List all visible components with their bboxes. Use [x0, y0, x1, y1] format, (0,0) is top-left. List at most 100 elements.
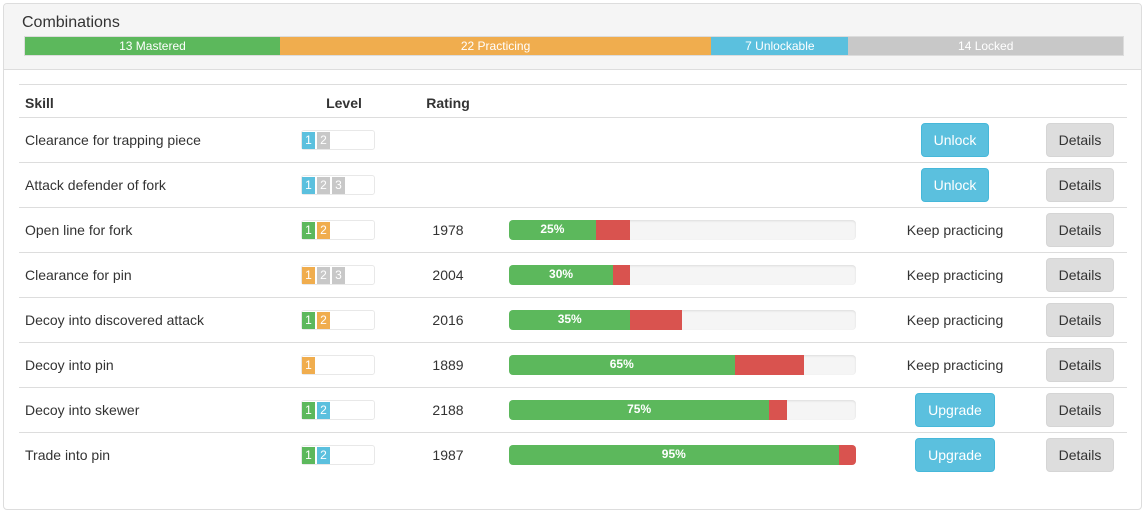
- action-cell: Keep practicing: [877, 297, 1033, 343]
- skill-progress-bar: 30%: [509, 265, 856, 285]
- details-cell: Details: [1033, 117, 1127, 163]
- progress-mastered-fill: 65%: [509, 355, 735, 375]
- details-button[interactable]: Details: [1045, 123, 1115, 157]
- details-cell: Details: [1033, 433, 1127, 478]
- table-header-row: Skill Level Rating: [19, 84, 1127, 118]
- level-badge: 2: [317, 176, 330, 194]
- header-progress: [503, 84, 877, 118]
- details-button[interactable]: Details: [1045, 393, 1115, 427]
- details-cell: Details: [1033, 207, 1127, 253]
- upgrade-button[interactable]: Upgrade: [915, 438, 995, 473]
- header-skill: Skill: [19, 84, 295, 118]
- level-badge: 1: [302, 446, 315, 464]
- progress-failed-fill: [595, 220, 631, 240]
- progress-mastered-fill: 25%: [509, 220, 596, 240]
- skill-progress-bar: 35%: [509, 310, 856, 330]
- progress-failed-fill: [613, 265, 631, 285]
- level-badge: 2: [317, 266, 330, 284]
- unlock-button[interactable]: Unlock: [920, 168, 990, 202]
- progress-cell: [503, 117, 877, 163]
- header-action: [877, 84, 1033, 118]
- table-row: Decoy into skewer 1 2 2188 75% Upgrade Details: [19, 387, 1127, 433]
- level-badge: 1: [302, 176, 315, 194]
- action-cell: Keep practicing: [877, 342, 1033, 388]
- unlock-button[interactable]: Unlock: [920, 123, 990, 157]
- progress-cell: 30%: [503, 252, 877, 298]
- skill-name: Trade into pin: [25, 447, 111, 464]
- details-cell: Details: [1033, 342, 1127, 388]
- progress-cell: 65%: [503, 342, 877, 388]
- progress-mastered-fill: 30%: [509, 265, 614, 285]
- details-button[interactable]: Details: [1045, 258, 1115, 292]
- details-button[interactable]: Details: [1045, 438, 1115, 473]
- table-row: Open line for fork 1 2 1978 25% Keep practici…: [19, 207, 1127, 253]
- status-text: Keep practicing: [906, 222, 1004, 238]
- progress-cell: 75%: [503, 387, 877, 433]
- skill-progress-bar: 75%: [509, 400, 856, 420]
- details-button[interactable]: Details: [1045, 168, 1115, 202]
- details-cell: Details: [1033, 387, 1127, 433]
- progress-mastered-fill: 35%: [509, 310, 631, 330]
- level-badge: 1: [302, 356, 315, 374]
- level-badge: 2: [317, 446, 330, 464]
- status-text: Keep practicing: [906, 267, 1004, 283]
- table-row: Attack defender of fork 1 2 3 Unlock Details: [19, 162, 1127, 208]
- level-badge: 2: [317, 221, 330, 239]
- level-badge: 1: [302, 266, 315, 284]
- rating-value: [393, 162, 503, 208]
- action-cell: Upgrade: [877, 387, 1033, 433]
- status-text: Keep practicing: [906, 357, 1004, 373]
- skill-name: Clearance for pin: [19, 252, 295, 298]
- details-cell: Details: [1033, 252, 1127, 298]
- level-indicator: 1: [301, 355, 375, 375]
- skills-table: Skill Level Rating Clearance for trappin…: [19, 84, 1127, 478]
- rating-value: 2016: [393, 297, 503, 343]
- header-level: Level: [295, 84, 393, 118]
- table-row: Clearance for pin 1 2 3 2004 30% Keep practici…: [19, 252, 1127, 298]
- action-cell: Keep practicing: [877, 207, 1033, 253]
- action-cell: Unlock: [877, 117, 1033, 163]
- header-rating: Rating: [393, 84, 503, 118]
- rating-value: 1987: [432, 447, 464, 464]
- table-row: Clearance for trapping piece 1 2 Unlock Deta…: [19, 117, 1127, 163]
- header-details: [1033, 84, 1127, 118]
- progress-failed-fill: [769, 400, 787, 420]
- details-button[interactable]: Details: [1045, 348, 1115, 382]
- progress-cell: 25%: [503, 207, 877, 253]
- level-badge: 3: [332, 176, 345, 194]
- progress-mastered-fill: 75%: [509, 400, 770, 420]
- combinations-panel: Combinations 13 Mastered 22 Practicing 7 U…: [3, 3, 1142, 510]
- summary-segment: 7 Unlockable: [711, 37, 849, 55]
- action-cell: Unlock: [877, 162, 1033, 208]
- rating-value: 2188: [393, 387, 503, 433]
- level-badge: 3: [332, 266, 345, 284]
- skill-progress-bar: 95%: [509, 445, 856, 466]
- skill-name: Open line for fork: [19, 207, 295, 253]
- level-badge: 1: [302, 311, 315, 329]
- summary-segment: 22 Practicing: [279, 37, 712, 55]
- details-cell: Details: [1033, 297, 1127, 343]
- skill-name: Decoy into skewer: [19, 387, 295, 433]
- level-cell: 1: [295, 342, 393, 388]
- details-button[interactable]: Details: [1045, 213, 1115, 247]
- details-cell: Details: [1033, 162, 1127, 208]
- level-badge: 2: [317, 311, 330, 329]
- details-button[interactable]: Details: [1045, 303, 1115, 337]
- progress-cell: 95%: [503, 433, 877, 478]
- level-badge: 2: [317, 131, 330, 149]
- upgrade-button[interactable]: Upgrade: [915, 393, 995, 427]
- progress-mastered-fill: 95%: [509, 445, 839, 466]
